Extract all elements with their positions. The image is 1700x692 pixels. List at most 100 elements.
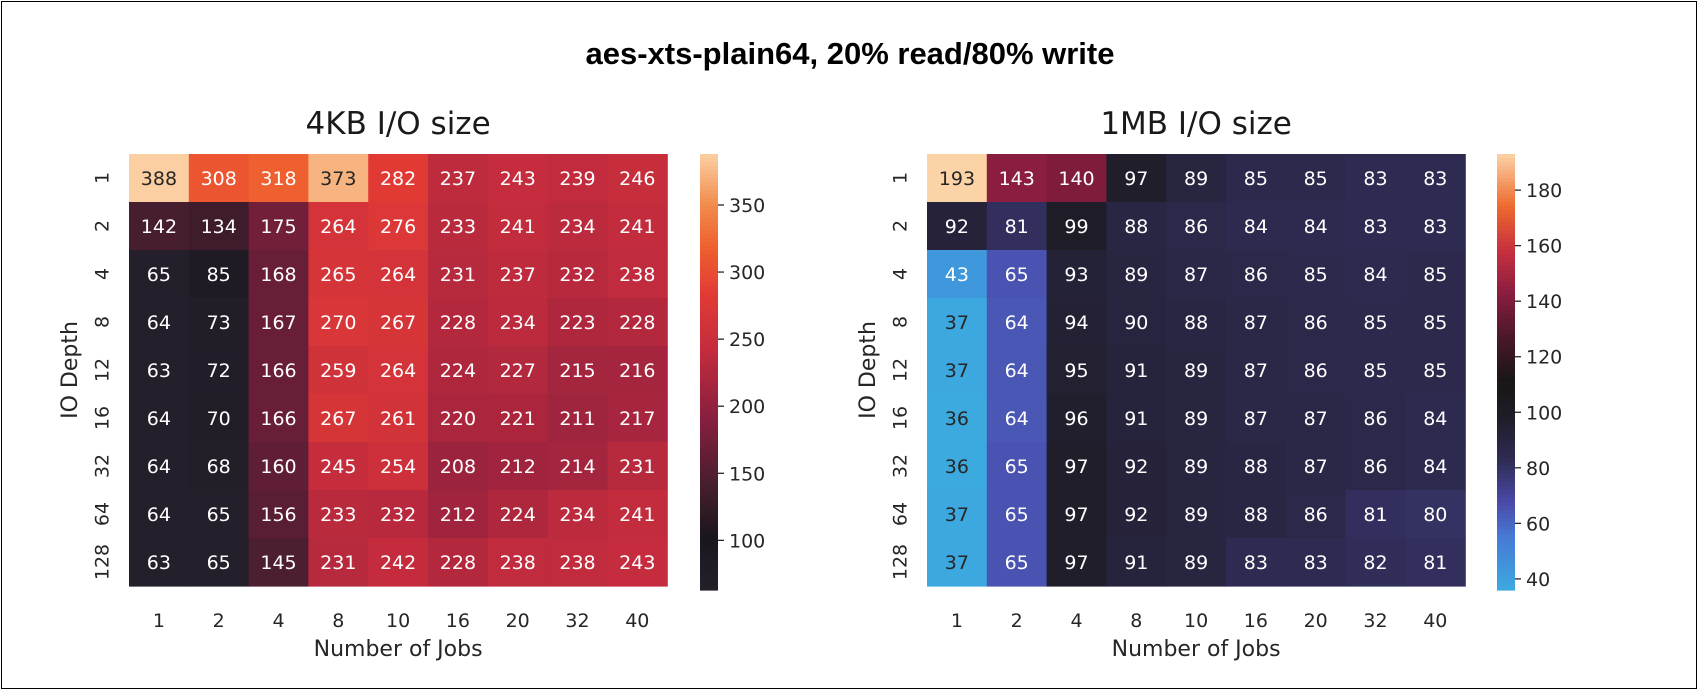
y-tick-label-2-1: 2 — [890, 220, 912, 232]
colorbar-segment-1-53 — [700, 366, 718, 371]
subplot-title-1: 4KB I/O size — [306, 106, 491, 142]
colorbar-segment-1-34 — [700, 290, 718, 295]
cell-value-1-r0-c5: 237 — [440, 168, 476, 190]
colorbar-segment-1-10 — [700, 194, 718, 199]
heatmap-cell-2-r4-c2 — [1046, 346, 1107, 395]
colorbar-segment-2-9 — [1497, 190, 1515, 195]
cell-value-1-r6-c8: 231 — [619, 456, 655, 478]
cell-value-1-r7-c0: 64 — [147, 504, 171, 526]
cell-value-1-r5-c5: 220 — [440, 408, 476, 430]
colorbar-tick-label-2-1: 60 — [1526, 513, 1550, 535]
heatmap-cell-2-r7-c5 — [1226, 490, 1287, 539]
heatmap-cell-2-r4-c3 — [1106, 346, 1167, 395]
cell-value-1-r4-c1: 72 — [207, 360, 231, 382]
cell-value-1-r1-c1: 134 — [201, 216, 237, 238]
heatmap-cell-1-r3-c4 — [368, 298, 429, 347]
colorbar-segment-2-29 — [1497, 270, 1515, 275]
y-tick-label-1-3: 8 — [92, 316, 114, 328]
heatmap-cell-1-r3-c7 — [547, 298, 608, 347]
cell-value-1-r3-c2: 167 — [260, 312, 296, 334]
colorbar-segment-2-92 — [1497, 522, 1515, 527]
cell-value-2-r1-c8: 83 — [1423, 216, 1447, 238]
heatmap-cell-2-r2-c8 — [1405, 250, 1466, 299]
colorbar-segment-2-2 — [1497, 162, 1515, 167]
colorbar-segment-1-39 — [700, 310, 718, 315]
cell-value-1-r4-c2: 166 — [260, 360, 296, 382]
colorbar-segment-2-74 — [1497, 450, 1515, 455]
heatmap-cell-2-r7-c2 — [1046, 490, 1107, 539]
colorbar-segment-1-103 — [700, 566, 718, 571]
x-tick-label-1-5: 16 — [446, 610, 470, 632]
heatmap-cell-1-r7-c1 — [188, 490, 250, 539]
y-tick-label-2-8: 128 — [890, 544, 912, 580]
colorbar-segment-2-27 — [1497, 262, 1515, 267]
colorbar-segment-1-3 — [700, 166, 718, 171]
cell-value-1-r4-c4: 264 — [380, 360, 416, 382]
colorbar-segment-2-8 — [1497, 186, 1515, 191]
colorbar-segment-1-7 — [700, 182, 718, 187]
heatmap-cell-2-r4-c8 — [1405, 346, 1466, 395]
heatmap-cell-2-r0-c2 — [1046, 154, 1107, 203]
heatmap-cell-1-r1-c2 — [248, 202, 309, 251]
cell-value-2-r8-c6: 83 — [1304, 552, 1328, 574]
heatmap-cell-1-r5-c4 — [368, 394, 429, 443]
cell-value-1-r1-c4: 276 — [380, 216, 416, 238]
heatmap-cell-2-r6-c6 — [1285, 442, 1347, 491]
colorbar-segment-1-79 — [700, 470, 718, 475]
colorbar-segment-2-55 — [1497, 374, 1515, 379]
colorbar-segment-1-69 — [700, 430, 718, 435]
colorbar-segment-2-91 — [1497, 518, 1515, 523]
figure-title: aes-xts-plain64, 20% read/80% write — [585, 36, 1115, 71]
colorbar-segment-2-40 — [1497, 314, 1515, 319]
colorbar-segment-2-73 — [1497, 446, 1515, 451]
heatmap-cell-1-r0-c0 — [129, 154, 190, 203]
cell-value-1-r3-c0: 64 — [147, 312, 171, 334]
colorbar-segment-2-21 — [1497, 238, 1515, 243]
heatmap-cell-2-r4-c7 — [1345, 346, 1406, 395]
cell-value-2-r5-c2: 96 — [1064, 408, 1088, 430]
colorbar-segment-2-38 — [1497, 306, 1515, 311]
heatmap-cell-2-r0-c3 — [1106, 154, 1167, 203]
heatmap-cell-2-r2-c6 — [1285, 250, 1347, 299]
cell-value-2-r6-c2: 97 — [1064, 456, 1088, 478]
colorbar-segment-2-3 — [1497, 166, 1515, 171]
heatmap-cell-2-r1-c5 — [1226, 202, 1287, 251]
cell-value-2-r1-c6: 84 — [1304, 216, 1328, 238]
cell-value-2-r6-c4: 89 — [1184, 456, 1208, 478]
cell-value-2-r2-c8: 85 — [1423, 264, 1447, 286]
colorbar-segment-1-61 — [700, 398, 718, 403]
cell-value-1-r3-c5: 228 — [440, 312, 476, 334]
cell-value-2-r0-c1: 143 — [999, 168, 1035, 190]
colorbar-segment-2-1 — [1497, 158, 1515, 163]
heatmap-cell-1-r0-c8 — [607, 154, 668, 203]
heatmap-cell-2-r5-c2 — [1046, 394, 1107, 443]
cell-value-2-r6-c3: 92 — [1124, 456, 1148, 478]
colorbar-segment-2-105 — [1497, 574, 1515, 579]
heatmap-cell-2-r4-c5 — [1226, 346, 1287, 395]
cell-value-1-r2-c0: 65 — [147, 264, 171, 286]
colorbar-segment-1-55 — [700, 374, 718, 379]
colorbar-segment-2-70 — [1497, 434, 1515, 439]
colorbar-segment-2-26 — [1497, 258, 1515, 263]
heatmap-cell-1-r4-c0 — [129, 346, 190, 395]
cell-value-1-r4-c3: 259 — [320, 360, 356, 382]
cell-value-2-r8-c4: 89 — [1184, 552, 1208, 574]
colorbar-segment-1-18 — [700, 226, 718, 231]
heatmap-cell-2-r3-c7 — [1345, 298, 1406, 347]
heatmap-cell-1-r1-c4 — [368, 202, 429, 251]
heatmap-cell-2-r5-c3 — [1106, 394, 1167, 443]
colorbar-segment-2-96 — [1497, 538, 1515, 543]
cell-value-2-r0-c5: 85 — [1244, 168, 1268, 190]
colorbar-segment-2-39 — [1497, 310, 1515, 315]
y-axis-label-2: IO Depth — [856, 321, 881, 419]
colorbar-segment-2-72 — [1497, 442, 1515, 447]
colorbar-segment-1-78 — [700, 466, 718, 471]
cell-value-1-r7-c7: 234 — [559, 504, 595, 526]
colorbar-segment-1-8 — [700, 186, 718, 191]
cell-value-1-r5-c3: 267 — [320, 408, 356, 430]
colorbar-segment-2-51 — [1497, 358, 1515, 363]
heatmap-cell-2-r1-c6 — [1285, 202, 1347, 251]
colorbar-segment-1-4 — [700, 170, 718, 175]
colorbar-segment-2-66 — [1497, 418, 1515, 423]
cell-value-2-r7-c3: 92 — [1124, 504, 1148, 526]
